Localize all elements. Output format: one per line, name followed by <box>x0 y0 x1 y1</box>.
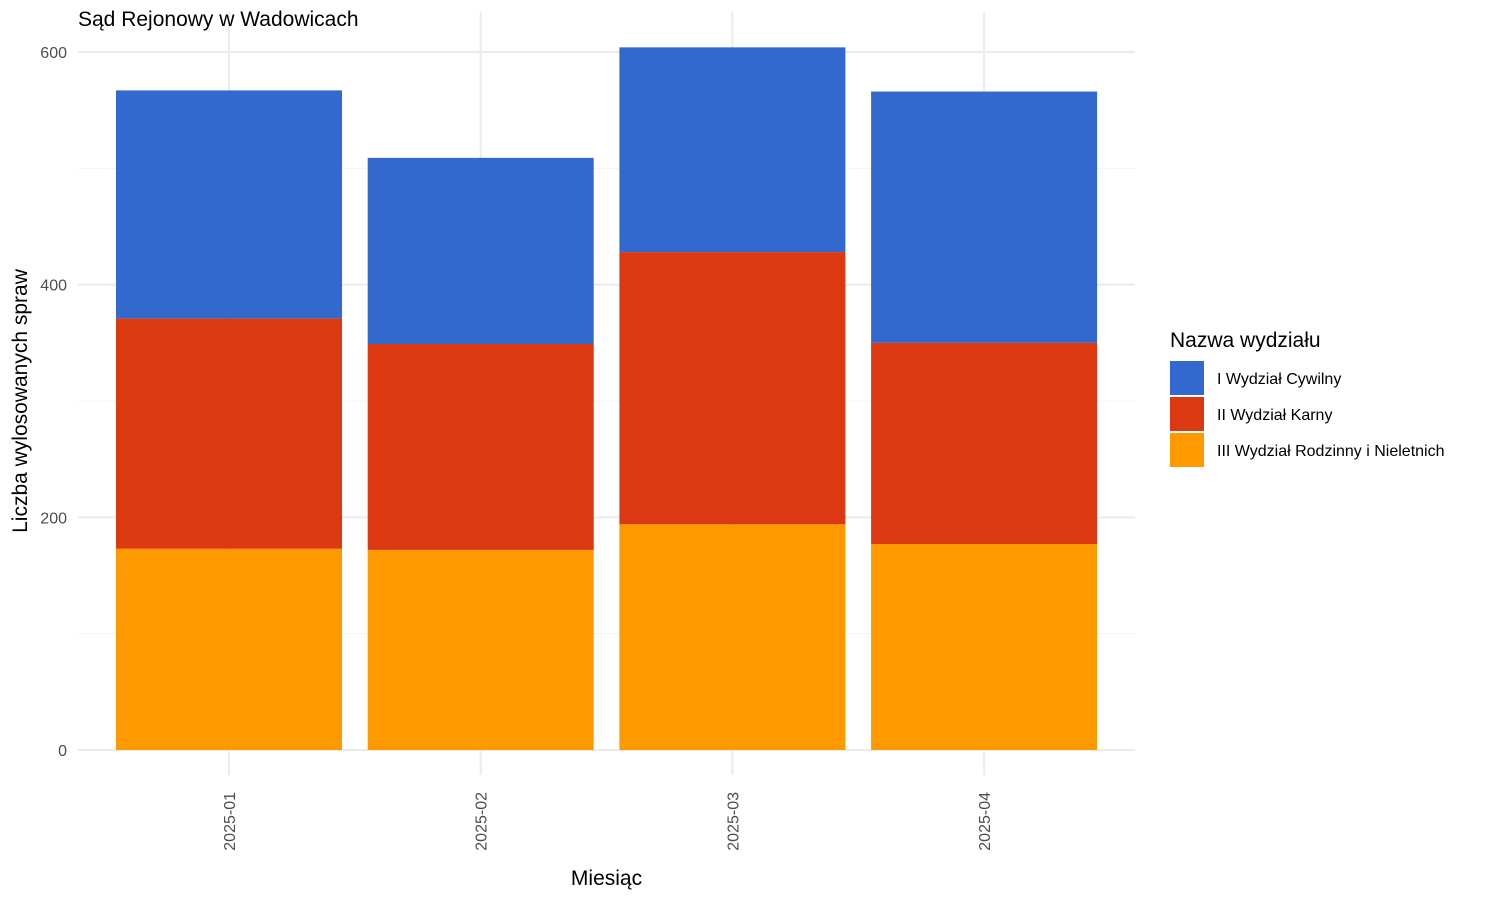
legend: Nazwa wydziału I Wydział Cywilny II Wydzi… <box>1170 329 1445 467</box>
bar-segment <box>619 524 846 750</box>
legend-items: I Wydział Cywilny II Wydział Karny III Wyd… <box>1170 361 1445 467</box>
legend-item: II Wydział Karny <box>1170 397 1332 431</box>
bar-segment <box>619 252 846 525</box>
bar-segment <box>116 318 342 549</box>
chart-title: Sąd Rejonowy w Wadowicach <box>78 8 359 31</box>
legend-item: I Wydział Cywilny <box>1170 361 1341 395</box>
bar-segment <box>367 549 594 750</box>
legend-swatch <box>1170 397 1204 431</box>
bar-segment <box>116 90 342 319</box>
x-axis-title: Miesiąc <box>571 867 642 890</box>
x-tick-label: 2025-04 <box>977 792 994 851</box>
legend-label: I Wydział Cywilny <box>1217 371 1341 388</box>
legend-swatch <box>1170 361 1204 395</box>
y-tick-label: 400 <box>40 278 67 295</box>
bar-segment <box>367 157 594 344</box>
x-tick-label: 2025-02 <box>474 792 491 851</box>
bar-segment <box>871 342 1098 545</box>
bars <box>116 47 1098 750</box>
x-tick-label: 2025-03 <box>725 792 742 851</box>
y-tick-label: 0 <box>58 743 67 760</box>
y-axis-title: Liczba wylosowanych spraw <box>9 268 32 533</box>
legend-label: II Wydział Karny <box>1217 407 1332 424</box>
bar-segment <box>619 47 846 253</box>
x-tick-label: 2025-01 <box>222 792 239 851</box>
legend-title: Nazwa wydziału <box>1170 329 1321 352</box>
x-axis-ticks: 2025-01 2025-02 2025-03 2025-04 <box>222 792 994 851</box>
y-tick-label: 600 <box>40 45 67 62</box>
bar-segment <box>367 343 594 550</box>
bar-segment <box>871 91 1098 343</box>
bar-segment <box>871 544 1098 750</box>
y-axis-ticks: 0 200 400 600 <box>40 45 67 760</box>
y-tick-label: 200 <box>40 510 67 527</box>
bar-segment <box>116 548 342 750</box>
legend-swatch <box>1170 433 1204 467</box>
legend-item: III Wydział Rodzinny i Nieletnich <box>1170 433 1445 467</box>
legend-label: III Wydział Rodzinny i Nieletnich <box>1217 443 1445 460</box>
